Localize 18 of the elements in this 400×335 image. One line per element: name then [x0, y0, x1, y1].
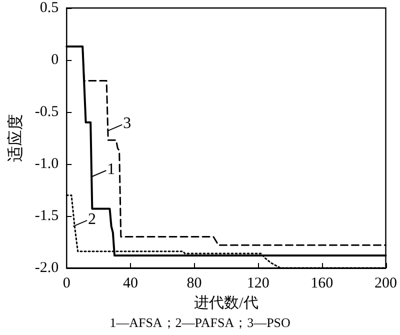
text: 1—AFSA；2—PAFSA；3—PSO: [110, 315, 290, 330]
y-tick-label: -1.0: [34, 156, 59, 172]
y-tick-label: -2.0: [34, 260, 59, 276]
x-tick-label: 200: [374, 276, 397, 292]
x-tick-label: 80: [186, 276, 202, 292]
x-axis-title: 进代数/代: [194, 294, 258, 312]
x-tick-label: 40: [122, 276, 138, 292]
y-tick-label: -0.5: [34, 104, 59, 120]
x-tick-label: 120: [246, 276, 270, 292]
y-tick-label: -1.5: [34, 208, 59, 224]
y-tick-label: 0: [51, 52, 59, 68]
annotation: 2: [88, 210, 96, 228]
annotation: 1: [107, 160, 116, 178]
x-tick-label: 160: [310, 276, 334, 292]
annotation: 3: [123, 115, 132, 132]
y-tick-label: 0.5: [40, 0, 59, 16]
x-tick-label: 0: [62, 276, 70, 292]
y-axis-title: 适应度: [6, 114, 24, 162]
